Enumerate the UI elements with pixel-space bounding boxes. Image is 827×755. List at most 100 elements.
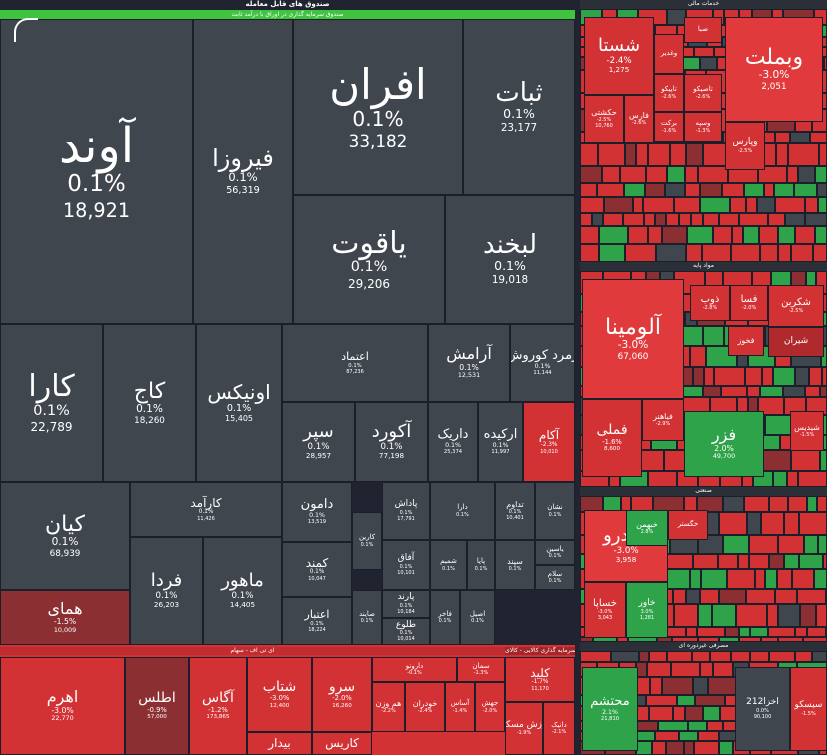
- heatmap-cell[interactable]: [800, 604, 816, 627]
- tile-kaj[interactable]: کاج 0.1% 18,260: [103, 324, 196, 482]
- heatmap-cell[interactable]: [812, 651, 827, 662]
- heatmap-cell[interactable]: [679, 731, 698, 741]
- tile-karamad[interactable]: کارآمد 0.1% 11,426: [130, 482, 282, 537]
- heatmap-cell[interactable]: [686, 627, 697, 637]
- heatmap-cell[interactable]: [778, 226, 795, 244]
- heatmap-cell[interactable]: [815, 226, 827, 244]
- tile-homay[interactable]: همای -1.5% 10,009: [0, 590, 130, 645]
- heatmap-cell[interactable]: [736, 604, 767, 627]
- heatmap-cell[interactable]: [703, 386, 721, 397]
- tile-dara[interactable]: دارا 0.1%: [430, 482, 495, 540]
- heatmap-cell[interactable]: [671, 662, 700, 677]
- heatmap-cell[interactable]: [747, 512, 761, 535]
- heatmap-cell[interactable]: [732, 226, 743, 244]
- heatmap-cell[interactable]: [755, 569, 765, 589]
- tile-damoon[interactable]: دامون 0.1% 13,519: [282, 482, 352, 542]
- heatmap-cell[interactable]: [725, 627, 739, 637]
- tile-karin[interactable]: کارین 0.1%: [352, 512, 382, 570]
- heatmap-cell[interactable]: [580, 166, 602, 183]
- heatmap-cell[interactable]: [746, 197, 757, 213]
- tile-aramesh[interactable]: آرامش 0.1% 12,531: [428, 324, 510, 402]
- heatmap-cell[interactable]: [700, 197, 730, 213]
- heatmap-cell[interactable]: [791, 450, 820, 471]
- heatmap-cell[interactable]: [805, 213, 827, 226]
- heatmap-cell[interactable]: [760, 386, 783, 397]
- tile-toloo[interactable]: طلوع 0.1% 10,014: [382, 618, 430, 645]
- heatmap-cell[interactable]: [759, 226, 778, 244]
- tile-akord[interactable]: آکورد 0.1% 77,198: [355, 402, 428, 482]
- heatmap-cell[interactable]: [700, 57, 717, 70]
- heatmap-cell[interactable]: [664, 554, 693, 569]
- tile-bidar[interactable]: بیدار: [247, 732, 312, 755]
- tile-nashan[interactable]: نشان 0.1%: [535, 482, 575, 540]
- heatmap-cell[interactable]: [745, 367, 762, 386]
- heatmap-cell[interactable]: [643, 197, 674, 213]
- heatmap-cell[interactable]: [761, 512, 784, 535]
- tile-datik[interactable]: دانیک -2.1%: [543, 702, 575, 755]
- tile-khavar[interactable]: خاور 3.0% 1,281: [626, 582, 668, 638]
- tile-fkhoz[interactable]: فخوز: [728, 326, 764, 356]
- heatmap-cell[interactable]: [620, 166, 646, 183]
- heatmap-cell[interactable]: [775, 132, 790, 143]
- heatmap-cell[interactable]: [666, 741, 684, 755]
- heatmap-cell[interactable]: [730, 197, 746, 213]
- tile-etebar[interactable]: اعتبار 0.1% 18,224: [282, 597, 352, 645]
- heatmap-cell[interactable]: [670, 143, 686, 166]
- heatmap-cell[interactable]: [738, 554, 749, 569]
- heatmap-cell[interactable]: [787, 471, 798, 487]
- heatmap-cell[interactable]: [698, 637, 719, 642]
- tile-agas[interactable]: آگاس -1.2% 173,865: [189, 657, 247, 755]
- heatmap-cell[interactable]: [762, 367, 773, 386]
- heatmap-cell[interactable]: [685, 166, 698, 183]
- heatmap-cell[interactable]: [713, 226, 732, 244]
- heatmap-cell[interactable]: [677, 695, 695, 706]
- heatmap-cell[interactable]: [739, 627, 750, 637]
- heatmap-cell[interactable]: [814, 569, 827, 589]
- heatmap-cell[interactable]: [611, 651, 639, 662]
- tile-fars[interactable]: فارس -2.6%: [624, 95, 654, 143]
- heatmap-cell[interactable]: [673, 706, 685, 721]
- heatmap-cell[interactable]: [687, 226, 713, 244]
- heatmap-cell[interactable]: [795, 367, 809, 386]
- heatmap-cell[interactable]: [815, 166, 827, 183]
- heatmap-cell[interactable]: [739, 637, 761, 642]
- heatmap-cell[interactable]: [686, 143, 703, 166]
- heatmap-cell[interactable]: [791, 244, 813, 262]
- tile-kalid[interactable]: کلید -1.7% 11,170: [505, 657, 575, 702]
- heatmap-cell[interactable]: [823, 554, 827, 569]
- heatmap-cell[interactable]: [648, 471, 677, 487]
- heatmap-cell[interactable]: [760, 244, 778, 262]
- heatmap-cell[interactable]: [714, 367, 745, 386]
- heatmap-cell[interactable]: [623, 213, 644, 226]
- tile-farda[interactable]: فردا 0.1% 26,203: [130, 537, 203, 645]
- heatmap-cell[interactable]: [818, 535, 827, 554]
- heatmap-cell[interactable]: [693, 367, 704, 386]
- heatmap-cell[interactable]: [719, 512, 747, 535]
- tile-daroo[interactable]: دارونو -0.1%: [372, 657, 457, 682]
- heatmap-cell[interactable]: [694, 47, 714, 57]
- heatmap-cell[interactable]: [798, 166, 815, 183]
- tile-shasta[interactable]: شستا -2.4% 1,275: [584, 17, 654, 95]
- heatmap-cell[interactable]: [650, 677, 662, 695]
- heatmap-cell[interactable]: [685, 706, 703, 721]
- tile-sayeh[interactable]: صایند 0.1%: [352, 590, 382, 645]
- heatmap-cell[interactable]: [603, 213, 623, 226]
- heatmap-cell[interactable]: [644, 213, 655, 226]
- heatmap-cell[interactable]: [776, 143, 788, 166]
- tile-onix[interactable]: اونیکس 0.1% 15,405: [196, 324, 282, 482]
- tile-barkat[interactable]: برکت -1.6%: [654, 112, 684, 142]
- heatmap-cell[interactable]: [599, 244, 625, 262]
- heatmap-cell[interactable]: [695, 695, 725, 706]
- heatmap-cell[interactable]: [580, 226, 599, 244]
- tile-alomina[interactable]: آلومینا -3.0% 67,060: [582, 279, 684, 399]
- heatmap-cell[interactable]: [719, 741, 733, 755]
- tile-zomorod[interactable]: زمرد کوروش 0.1% 11,144: [510, 324, 575, 402]
- tile-tasiko[interactable]: تاصیکو -2.6%: [684, 74, 722, 112]
- heatmap-cell[interactable]: [761, 637, 778, 642]
- tile-shetab[interactable]: شتاب -3.0% 12,400: [247, 657, 312, 732]
- heatmap-cell[interactable]: [790, 132, 810, 143]
- heatmap-cell[interactable]: [750, 651, 769, 662]
- heatmap-cell[interactable]: [739, 213, 768, 226]
- tile-fahar[interactable]: فباهنر -2.9%: [642, 399, 684, 441]
- heatmap-cell[interactable]: [795, 651, 812, 662]
